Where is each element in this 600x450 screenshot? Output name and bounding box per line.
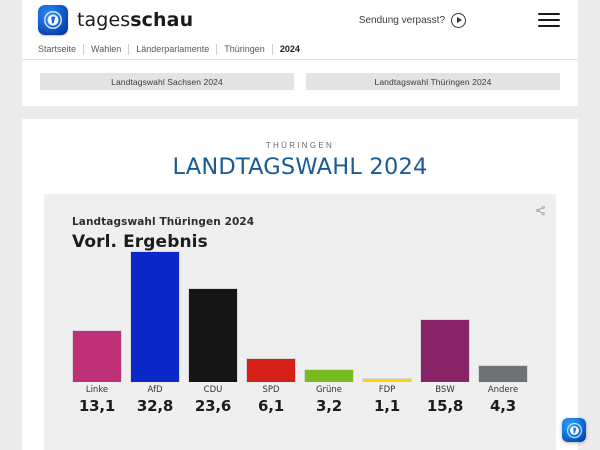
floating-ard-logo-badge[interactable] bbox=[562, 418, 586, 442]
bar-column-gruene bbox=[304, 242, 354, 382]
party-label-fdp: FDP bbox=[378, 385, 396, 395]
tab-landtagswahl-sachsen[interactable]: Landtagswahl Sachsen 2024 bbox=[40, 73, 294, 90]
bar-fdp bbox=[362, 377, 412, 382]
brand-logo[interactable]: tagesschau bbox=[38, 5, 193, 35]
bar-andere bbox=[478, 364, 528, 382]
bar-spd bbox=[246, 357, 296, 382]
party-value-gruene: 3,2 bbox=[316, 397, 342, 415]
page-title-block: THÜRINGEN LANDTAGSWAHL 2024 bbox=[22, 119, 578, 194]
brand-word-light: tages bbox=[77, 9, 131, 31]
label-group-afd: AfD 32,8 bbox=[130, 385, 180, 428]
bar-column-fdp bbox=[362, 242, 412, 382]
party-value-fdp: 1,1 bbox=[374, 397, 400, 415]
party-label-andere: Andere bbox=[487, 385, 519, 395]
bar-column-spd bbox=[246, 242, 296, 382]
party-value-bsw: 15,8 bbox=[426, 397, 464, 415]
bar-column-cdu bbox=[188, 242, 238, 382]
bar-column-linke bbox=[72, 242, 122, 382]
header-right-group: Sendung verpasst? bbox=[359, 0, 578, 40]
brand-wordmark: tagesschau bbox=[77, 9, 193, 31]
bar-linke bbox=[72, 329, 122, 382]
chart-header: Landtagswahl Thüringen 2024 Vorl. Ergebn… bbox=[44, 194, 556, 252]
label-group-cdu: CDU 23,6 bbox=[188, 385, 238, 428]
bar-bsw bbox=[420, 318, 470, 382]
label-group-fdp: FDP 1,1 bbox=[362, 385, 412, 428]
party-label-gruene: Grüne bbox=[315, 385, 343, 395]
breadcrumb-item-startseite[interactable]: Startseite bbox=[38, 44, 77, 54]
site-header: tagesschau Sendung verpasst? bbox=[22, 0, 578, 40]
breadcrumb-item-2024[interactable]: 2024 bbox=[271, 44, 307, 55]
party-value-cdu: 23,6 bbox=[194, 397, 232, 415]
party-value-afd: 32,8 bbox=[136, 397, 174, 415]
brand-word-bold: schau bbox=[130, 9, 194, 31]
header-divider bbox=[22, 59, 578, 60]
election-infographic: Landtagswahl Thüringen 2024 Vorl. Ergebn… bbox=[44, 194, 556, 450]
bar-series bbox=[72, 242, 528, 382]
breadcrumb-item-laenderparlamente[interactable]: Länderparlamente bbox=[128, 44, 216, 55]
label-group-gruene: Grüne 3,2 bbox=[304, 385, 354, 428]
share-icon[interactable] bbox=[535, 203, 546, 221]
tabstrip-spacer bbox=[22, 90, 578, 106]
party-value-andere: 4,3 bbox=[490, 397, 516, 415]
party-label-afd: AfD bbox=[147, 385, 163, 395]
election-tabstrip: Landtagswahl Sachsen 2024 Landtagswahl T… bbox=[22, 60, 578, 90]
party-value-linke: 13,1 bbox=[78, 397, 116, 415]
label-group-spd: SPD 6,1 bbox=[246, 385, 296, 428]
label-group-linke: Linke 13,1 bbox=[72, 385, 122, 428]
bar-axis-labels: Linke 13,1 AfD 32,8 CDU 23,6 SPD 6,1 Grü… bbox=[72, 382, 528, 428]
bar-column-bsw bbox=[420, 242, 470, 382]
bar-chart-plot: Linke 13,1 AfD 32,8 CDU 23,6 SPD 6,1 Grü… bbox=[72, 240, 528, 428]
missed-show-label: Sendung verpasst? bbox=[358, 14, 445, 26]
party-label-bsw: BSW bbox=[435, 385, 455, 395]
party-label-cdu: CDU bbox=[203, 385, 223, 395]
bar-column-andere bbox=[478, 242, 528, 382]
page-kicker: THÜRINGEN bbox=[265, 141, 335, 150]
label-group-bsw: BSW 15,8 bbox=[420, 385, 470, 428]
section-gap bbox=[0, 106, 600, 119]
bar-gruene bbox=[304, 369, 354, 382]
party-label-linke: Linke bbox=[85, 385, 109, 395]
chart-title: Vorl. Ergebnis bbox=[72, 232, 208, 252]
tab-landtagswahl-thueringen[interactable]: Landtagswahl Thüringen 2024 bbox=[306, 73, 560, 90]
party-value-spd: 6,1 bbox=[258, 397, 284, 415]
breadcrumb-item-thueringen[interactable]: Thüringen bbox=[216, 44, 272, 55]
party-label-spd: SPD bbox=[262, 385, 280, 395]
bar-cdu bbox=[188, 287, 238, 382]
breadcrumb-item-wahlen[interactable]: Wahlen bbox=[83, 44, 128, 55]
ard-eins-logo-icon bbox=[38, 5, 68, 35]
ard-eins-logo-icon bbox=[566, 422, 582, 438]
play-circle-icon[interactable] bbox=[451, 12, 466, 28]
page-title: LANDTAGSWAHL 2024 bbox=[172, 154, 428, 180]
breadcrumb: Startseite Wahlen Länderparlamente Thüri… bbox=[22, 40, 578, 59]
hamburger-menu-icon[interactable] bbox=[538, 13, 560, 27]
chart-kicker: Landtagswahl Thüringen 2024 bbox=[72, 216, 255, 228]
label-group-andere: Andere 4,3 bbox=[478, 385, 528, 428]
missed-show-link[interactable]: Sendung verpasst? bbox=[358, 12, 466, 28]
bar-column-afd bbox=[130, 242, 180, 382]
bar-afd bbox=[130, 250, 180, 382]
